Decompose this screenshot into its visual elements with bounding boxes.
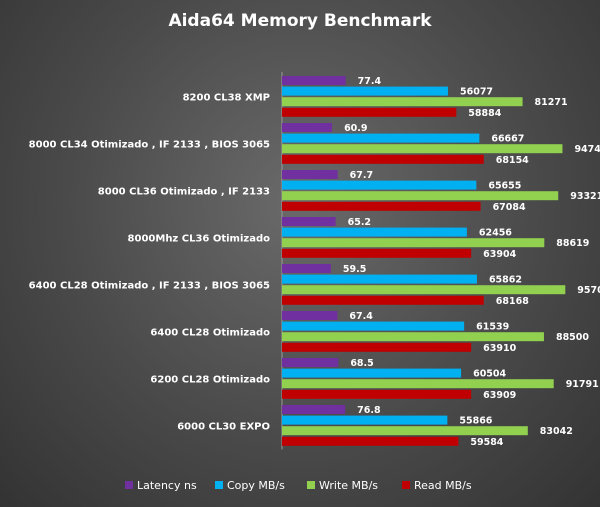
data-label: 83042: [540, 426, 573, 437]
bar-copy-mb-s: [282, 321, 465, 331]
data-label: 77.4: [358, 76, 382, 87]
bar-read-mb-s: [282, 107, 457, 117]
legend-swatch: [402, 481, 410, 489]
bar-read-mb-s: [282, 389, 472, 399]
bar-write-mb-s: [282, 285, 566, 295]
data-label: 68168: [496, 296, 529, 307]
data-label: 55866: [459, 416, 492, 427]
bar-copy-mb-s: [282, 180, 477, 190]
bar-latency-ns: [282, 170, 338, 179]
legend-label: Latency ns: [137, 479, 197, 492]
bar-latency-ns: [282, 76, 346, 85]
category-label: 6000 CL30 EXPO: [177, 421, 270, 432]
data-label: 65.2: [348, 217, 371, 228]
data-label: 95707: [577, 285, 600, 296]
data-label: 65862: [489, 275, 522, 286]
data-label: 67084: [493, 202, 526, 213]
data-label: 63910: [483, 343, 516, 354]
bar-copy-mb-s: [282, 133, 480, 143]
data-label: 62456: [479, 228, 512, 239]
bar-read-mb-s: [282, 436, 459, 446]
chart-title: Aida64 Memory Benchmark: [168, 11, 432, 31]
legend-swatch: [125, 481, 133, 489]
bar-copy-mb-s: [282, 86, 448, 96]
legend-swatch: [307, 481, 315, 489]
data-label: 59584: [470, 437, 503, 448]
bar-latency-ns: [282, 405, 346, 414]
bar-write-mb-s: [282, 191, 559, 201]
data-label: 63909: [483, 390, 516, 401]
category-label: 8000 CL36 Otimizado , IF 2133: [98, 186, 270, 197]
category-label: 8200 CL38 XMP: [183, 92, 270, 103]
bar-latency-ns: [282, 264, 331, 273]
legend-label: Read MB/s: [414, 479, 472, 492]
data-label: 66667: [491, 134, 524, 145]
bar-write-mb-s: [282, 238, 545, 248]
data-label: 56077: [460, 87, 493, 98]
bar-write-mb-s: [282, 379, 554, 389]
bar-copy-mb-s: [282, 415, 448, 425]
data-label: 63904: [483, 249, 516, 260]
bar-copy-mb-s: [282, 227, 467, 237]
bar-write-mb-s: [282, 97, 523, 107]
category-label: 6400 CL28 Otimizado , IF 2133 , BIOS 306…: [29, 280, 270, 291]
data-label: 65655: [488, 181, 521, 192]
data-label: 58884: [468, 108, 501, 119]
legend: Latency ns Copy MB/s Write MB/s Read MB/s: [125, 479, 472, 492]
data-label: 93321: [570, 191, 600, 202]
bar-write-mb-s: [282, 426, 528, 436]
bar-read-mb-s: [282, 295, 484, 305]
bar-write-mb-s: [282, 332, 544, 342]
data-label: 88500: [556, 332, 589, 343]
data-label: 88619: [556, 238, 589, 249]
data-label: 61539: [476, 322, 509, 333]
category-label: 6200 CL28 Otimizado: [150, 374, 270, 385]
data-label: 81271: [535, 97, 568, 108]
category-label: 6400 CL28 Otimizado: [150, 327, 270, 338]
bars: [282, 76, 566, 446]
bar-latency-ns: [282, 311, 338, 320]
legend-swatch: [215, 481, 223, 489]
legend-label: Copy MB/s: [227, 479, 285, 492]
bar-latency-ns: [282, 358, 339, 367]
data-label: 60.9: [344, 123, 367, 134]
bar-copy-mb-s: [282, 274, 477, 284]
bar-latency-ns: [282, 217, 336, 226]
bar-read-mb-s: [282, 201, 481, 211]
labels: 8200 CL38 XMP 77.4 56077 81271 58884 8000 CL3…: [29, 76, 600, 448]
bar-read-mb-s: [282, 154, 484, 164]
data-label: 60504: [473, 369, 506, 380]
category-label: 8000Mhz CL36 Otimizado: [128, 233, 271, 244]
bar-read-mb-s: [282, 248, 472, 258]
bar-read-mb-s: [282, 342, 472, 352]
bar-write-mb-s: [282, 144, 563, 154]
data-label: 68154: [496, 155, 529, 166]
bar-latency-ns: [282, 123, 333, 132]
data-label: 67.4: [349, 311, 373, 322]
legend-label: Write MB/s: [319, 479, 378, 492]
data-label: 91791: [566, 379, 599, 390]
data-label: 59.5: [343, 264, 366, 275]
data-label: 68.5: [350, 358, 373, 369]
bar-copy-mb-s: [282, 368, 462, 378]
category-label: 8000 CL34 Otimizado , IF 2133 , BIOS 306…: [29, 139, 270, 150]
data-label: 67.7: [350, 170, 373, 181]
data-label: 76.8: [357, 405, 381, 416]
